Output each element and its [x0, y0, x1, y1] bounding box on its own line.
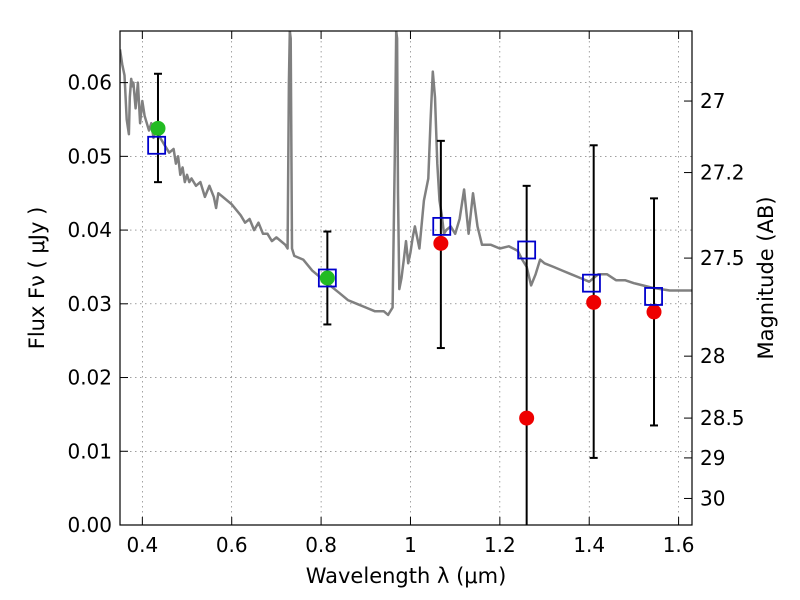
y-tick-label: 0.00	[67, 513, 112, 537]
x-tick-label: 1	[404, 533, 417, 557]
y-tick-label: 0.02	[67, 366, 112, 390]
observed-point	[433, 235, 449, 251]
y2-tick-label: 27	[700, 89, 725, 113]
y2-axis-label: Magnitude (AB)	[754, 196, 778, 359]
observed-point	[586, 294, 602, 310]
model-photometry-square	[582, 273, 601, 293]
model-photometry-square	[644, 287, 663, 306]
model-photometry-square	[147, 135, 167, 155]
model-photometry-square	[317, 268, 337, 288]
y-tick-label: 0.03	[67, 292, 112, 316]
plot-area	[120, 31, 692, 525]
y2-tick-label: 28	[700, 344, 725, 368]
x-tick-label: 0.8	[305, 533, 337, 557]
observed-point	[646, 304, 662, 320]
plot-frame	[119, 30, 693, 526]
model-photometry-square	[517, 240, 537, 260]
x-tick-label: 1.2	[484, 533, 516, 557]
y-tick-label: 0.06	[67, 71, 112, 95]
y2-tick-label: 29	[700, 446, 725, 470]
y2-tick-label: 27.2	[700, 161, 745, 185]
y-axis-label: Flux Fν ( μJy )	[25, 207, 49, 350]
x-tick-label: 1.6	[663, 533, 695, 557]
axis-ticks: 0.4 0.6 0.8 1 1.2 1.4 1.6 0.00 0.01 0.02 0.03 0.04 0…	[67, 31, 745, 557]
y-tick-label: 0.05	[67, 144, 112, 168]
observed-point	[319, 270, 335, 286]
x-tick-label: 0.4	[126, 533, 158, 557]
y-tick-label: 0.01	[67, 439, 112, 463]
y2-tick-label: 27.5	[700, 246, 745, 270]
y-tick-label: 0.04	[67, 218, 112, 242]
y2-tick-label: 28.5	[700, 406, 745, 430]
observed-point	[519, 410, 535, 426]
y2-tick-label: 30	[700, 486, 725, 510]
observed-point	[150, 120, 166, 136]
x-axis-label: Wavelength λ (μm)	[306, 564, 507, 588]
grid-lines	[120, 31, 692, 525]
x-tick-label: 0.6	[216, 533, 248, 557]
model-photometry-square	[432, 216, 452, 236]
x-tick-label: 1.4	[573, 533, 605, 557]
